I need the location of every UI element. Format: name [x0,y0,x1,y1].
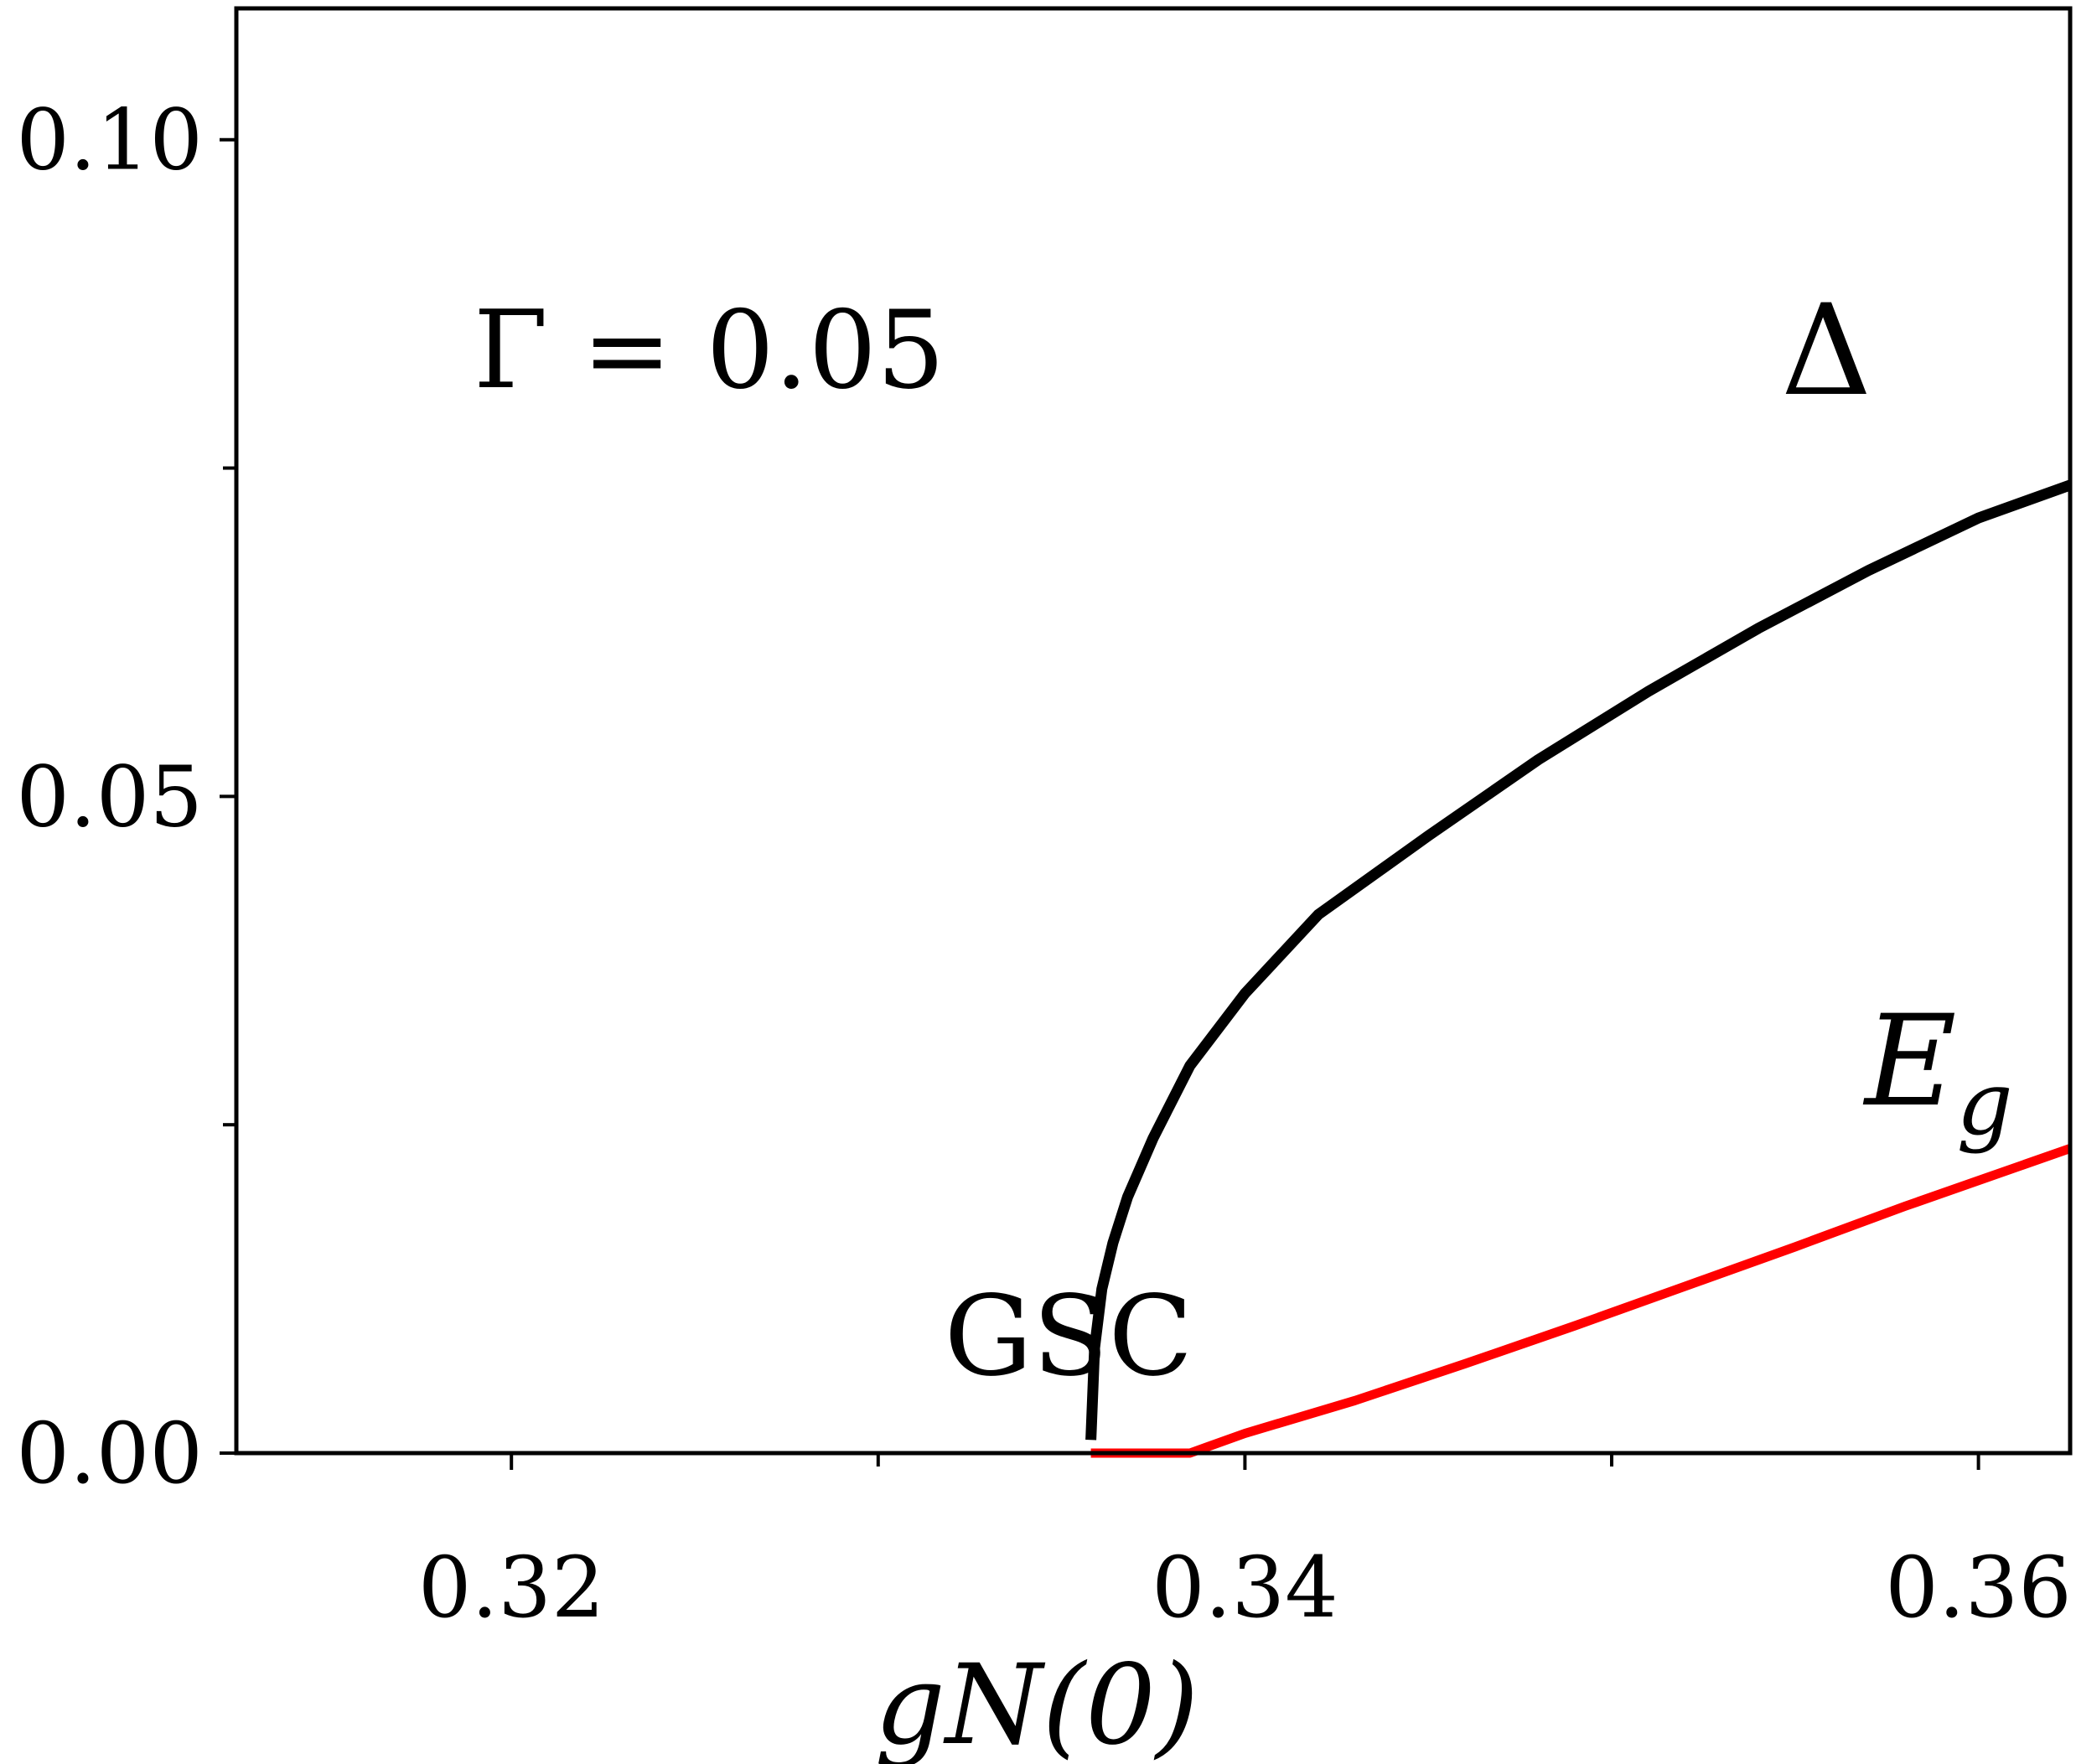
y-tick-label: 0.10 [16,91,203,189]
plot-frame [234,6,2073,1456]
delta-label: Δ [1781,278,1872,424]
y-tick-label: 0.00 [16,1404,203,1503]
series-eg-line [1090,1144,2072,1458]
y-tick-label: 0.05 [16,748,203,846]
eg-label-sub: g [1957,1053,2013,1155]
x-tick-label: 0.36 [1885,1539,2072,1637]
axis-ticks [220,137,1980,1470]
axis-tick-labels: 0.32 0.34 0.36 0.00 0.05 0.10 [16,91,2072,1637]
eg-label-main: E [1862,989,1957,1135]
eg-label: Eg [1862,989,2013,1155]
gamma-annotation: Γ = 0.05 [474,288,945,413]
x-axis-title: gN(0) [875,1641,1199,1764]
x-tick-label: 0.32 [418,1539,605,1637]
series-delta-line [1085,479,2073,1441]
x-tick-label: 0.34 [1152,1539,1338,1637]
gsc-region-label: GSC [945,1272,1193,1401]
